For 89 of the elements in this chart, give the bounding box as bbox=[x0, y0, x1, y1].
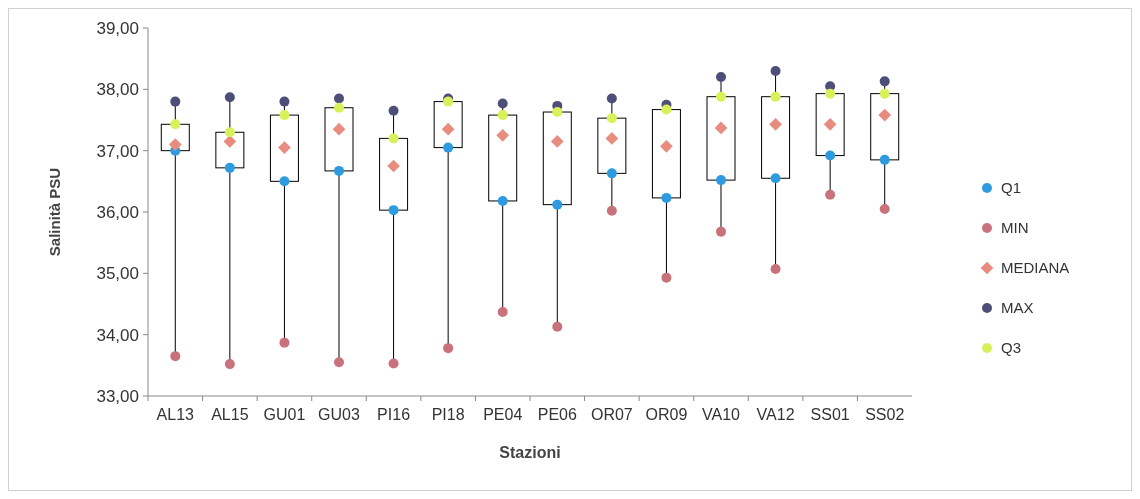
legend-label: MEDIANA bbox=[1001, 259, 1070, 277]
x-tick-label: AL15 bbox=[211, 406, 249, 423]
point bbox=[879, 76, 890, 87]
point bbox=[279, 110, 290, 121]
point bbox=[879, 88, 890, 99]
point bbox=[334, 165, 344, 176]
legend-label: Q3 bbox=[1001, 339, 1022, 357]
point bbox=[660, 140, 673, 153]
point bbox=[388, 105, 399, 116]
point bbox=[170, 119, 181, 130]
y-tick-label: 33,00 bbox=[96, 386, 139, 406]
y-tick-label: 38,00 bbox=[96, 80, 139, 100]
point bbox=[605, 132, 619, 145]
point bbox=[879, 203, 890, 214]
y-tick-label: 39,00 bbox=[96, 18, 139, 38]
point bbox=[497, 110, 508, 121]
point bbox=[716, 91, 726, 102]
point bbox=[497, 98, 508, 109]
point bbox=[661, 192, 672, 203]
point bbox=[224, 359, 235, 370]
point bbox=[661, 104, 672, 115]
point bbox=[552, 321, 563, 332]
y-axis-title: Salinità PSU bbox=[46, 167, 63, 257]
x-tick-label: GU03 bbox=[318, 406, 360, 423]
point bbox=[606, 168, 617, 179]
point bbox=[279, 96, 290, 107]
point bbox=[496, 128, 510, 142]
point bbox=[388, 205, 399, 216]
point bbox=[223, 135, 237, 148]
point bbox=[770, 65, 781, 76]
legend-label: MIN bbox=[1001, 219, 1029, 237]
x-tick-label: PE06 bbox=[537, 406, 577, 423]
point bbox=[606, 93, 617, 104]
point bbox=[334, 357, 344, 368]
y-tick-label: 36,00 bbox=[96, 202, 139, 222]
point bbox=[334, 102, 344, 113]
x-tick-label: VA12 bbox=[756, 406, 795, 423]
point bbox=[224, 162, 235, 173]
point bbox=[170, 351, 181, 362]
x-tick-label: OR07 bbox=[590, 406, 633, 423]
point bbox=[497, 195, 508, 206]
point bbox=[279, 176, 290, 187]
x-tick-label: SS02 bbox=[865, 406, 905, 423]
x-tick-label: AL13 bbox=[156, 406, 195, 423]
point bbox=[661, 272, 672, 283]
point bbox=[716, 226, 726, 237]
point bbox=[714, 121, 728, 135]
point bbox=[552, 199, 563, 210]
x-tick-label: PI18 bbox=[431, 406, 465, 423]
x-tick-label: PE04 bbox=[483, 406, 523, 423]
y-tick-label: 34,00 bbox=[96, 325, 139, 345]
legend-label: Q1 bbox=[1001, 179, 1022, 197]
x-tick-label: OR09 bbox=[645, 406, 688, 423]
x-tick-label: PI16 bbox=[377, 406, 411, 423]
point bbox=[769, 117, 782, 131]
point bbox=[823, 117, 837, 131]
y-tick-label: 35,00 bbox=[96, 264, 139, 284]
y-tick-label: 37,00 bbox=[96, 141, 139, 161]
point bbox=[770, 173, 781, 184]
point bbox=[443, 142, 454, 153]
point bbox=[334, 93, 344, 104]
point bbox=[279, 337, 290, 348]
point bbox=[825, 150, 836, 161]
x-axis-title: Stazioni bbox=[499, 444, 561, 461]
point bbox=[278, 141, 291, 154]
point bbox=[825, 189, 836, 200]
point bbox=[388, 133, 399, 144]
point bbox=[170, 96, 181, 107]
point bbox=[716, 72, 726, 83]
x-tick-label: SS01 bbox=[810, 406, 850, 423]
point bbox=[770, 91, 781, 102]
point bbox=[388, 358, 399, 369]
point bbox=[497, 306, 508, 317]
point bbox=[332, 122, 346, 136]
point bbox=[224, 127, 235, 138]
point bbox=[878, 108, 892, 122]
point bbox=[825, 88, 836, 99]
point bbox=[770, 264, 781, 275]
point bbox=[716, 175, 726, 186]
x-tick-label: GU01 bbox=[263, 406, 306, 423]
point bbox=[552, 107, 563, 118]
legend-label: MAX bbox=[1001, 299, 1034, 317]
point bbox=[606, 113, 617, 124]
point bbox=[879, 154, 890, 165]
point bbox=[443, 343, 454, 354]
x-tick-label: VA10 bbox=[702, 406, 741, 423]
point bbox=[550, 135, 564, 148]
point bbox=[606, 205, 617, 216]
point bbox=[224, 92, 235, 103]
